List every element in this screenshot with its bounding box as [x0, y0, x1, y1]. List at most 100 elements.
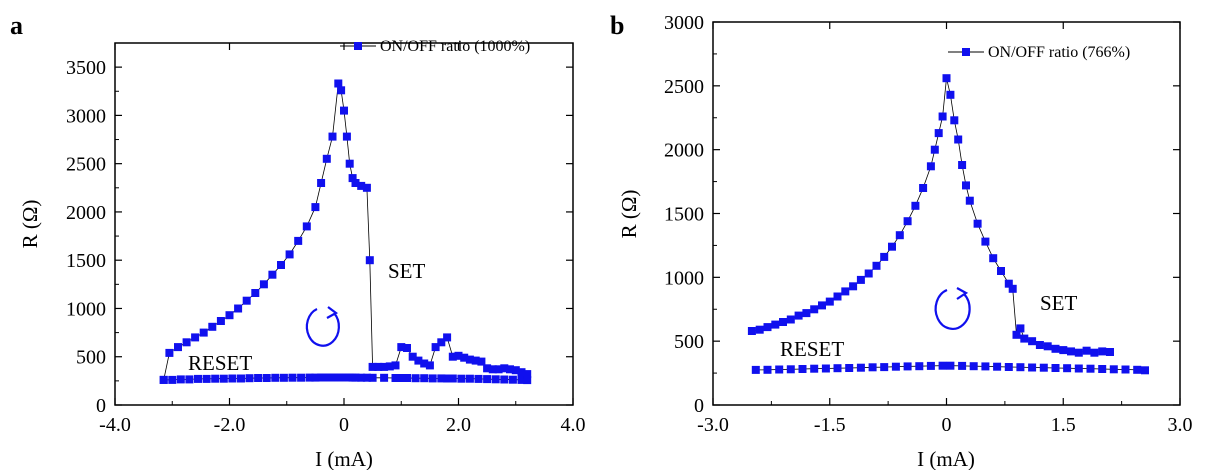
data-point [969, 362, 978, 371]
data-point [1063, 364, 1072, 373]
x-tick-label: -2.0 [214, 414, 246, 436]
data-point [408, 352, 417, 361]
data-point [208, 322, 217, 331]
data-point [194, 374, 202, 383]
data-point [202, 374, 211, 383]
x-axis-label-a: I (mA) [315, 447, 373, 470]
data-point [362, 373, 371, 382]
data-point [448, 374, 457, 383]
data-point [997, 267, 1005, 275]
data-point [798, 365, 807, 373]
data-point [926, 162, 935, 171]
data-point [225, 311, 234, 320]
data-point [322, 154, 331, 163]
data-point [185, 375, 194, 384]
data-point [437, 338, 446, 347]
data-point [288, 373, 297, 382]
y-tick-label: 3500 [66, 57, 106, 79]
data-point [488, 365, 497, 374]
data-point [351, 179, 360, 187]
data-point [425, 361, 434, 370]
data-point [763, 323, 772, 332]
data-point [888, 242, 896, 251]
legend-label-a: ON/OFF ratio (1000%) [380, 38, 530, 55]
y-axis-b: 0 500 1000 1500 2000 2500 3000 [664, 12, 1180, 417]
y-tick-label: 1500 [66, 250, 106, 272]
data-point [448, 352, 457, 361]
y-axis-label-b: R (Ω) [617, 190, 641, 239]
data-point [880, 252, 889, 261]
data-point [981, 237, 990, 246]
data-point [457, 374, 466, 383]
data-point [962, 181, 970, 190]
data-point [779, 318, 787, 326]
data-point [340, 106, 348, 115]
data-point [895, 231, 904, 240]
data-point [911, 201, 920, 210]
data-point [786, 315, 795, 324]
data-point [1043, 342, 1052, 351]
data-point [825, 297, 834, 306]
data-point [368, 373, 377, 382]
data-point [216, 317, 225, 325]
data-point [176, 375, 185, 384]
data-point [228, 374, 237, 383]
data-point [523, 376, 532, 385]
data-point [1059, 346, 1068, 355]
data-point [182, 338, 191, 347]
data-point [1004, 363, 1013, 371]
data-point [431, 343, 440, 352]
data-point [856, 363, 865, 372]
data-point [337, 86, 346, 95]
data-point [420, 374, 429, 383]
data-point [305, 373, 314, 382]
cycle-arrow-icon-a [305, 306, 340, 347]
data-point [328, 373, 337, 382]
data-point [880, 363, 889, 372]
data-point [833, 364, 842, 373]
data-point [251, 289, 260, 297]
reset-label-a: RESET [188, 351, 252, 375]
data-point [845, 364, 854, 372]
data-point [1141, 366, 1149, 375]
data-point [465, 374, 474, 383]
data-point [219, 374, 228, 383]
data-point [420, 359, 429, 368]
data-point [938, 361, 947, 370]
data-point [833, 292, 842, 301]
y-tick-label: 0 [96, 395, 106, 417]
data-point [411, 374, 420, 383]
legend-marker-b [962, 48, 970, 56]
data-point [755, 325, 764, 334]
data-point [460, 353, 469, 362]
data-point [348, 174, 357, 183]
data-point [1051, 364, 1060, 372]
x-tick-label: 3.0 [1168, 414, 1193, 436]
y-tick-label: 500 [76, 347, 106, 369]
data-point [357, 181, 366, 190]
data-point [1008, 284, 1017, 293]
data-point [483, 375, 492, 384]
data-series-b [747, 74, 1149, 375]
data-point [342, 132, 351, 141]
data-point [477, 357, 486, 366]
data-point [443, 374, 452, 383]
data-point [237, 374, 245, 383]
legend-b: ON/OFF ratio (766%) [948, 44, 1130, 61]
x-tick-label: -4.0 [99, 414, 131, 436]
data-point [818, 301, 826, 310]
data-point [950, 116, 959, 125]
data-point [938, 112, 947, 121]
data-point [454, 351, 463, 360]
data-point [919, 184, 928, 192]
y-axis-label-a: R (Ω) [18, 200, 42, 249]
data-point [474, 374, 483, 383]
x-tick-label: -1.5 [814, 414, 846, 436]
panel-letter-a: a [10, 11, 23, 40]
y-tick-label: 1000 [66, 298, 106, 320]
panel-a: a -4.0 -2.0 0 2.0 4.0 0 500 1000 1500 2000 2500 30… [10, 11, 586, 470]
data-point [391, 361, 400, 370]
data-point [810, 305, 819, 314]
y-tick-label: 3000 [66, 105, 106, 127]
data-point [285, 250, 294, 259]
